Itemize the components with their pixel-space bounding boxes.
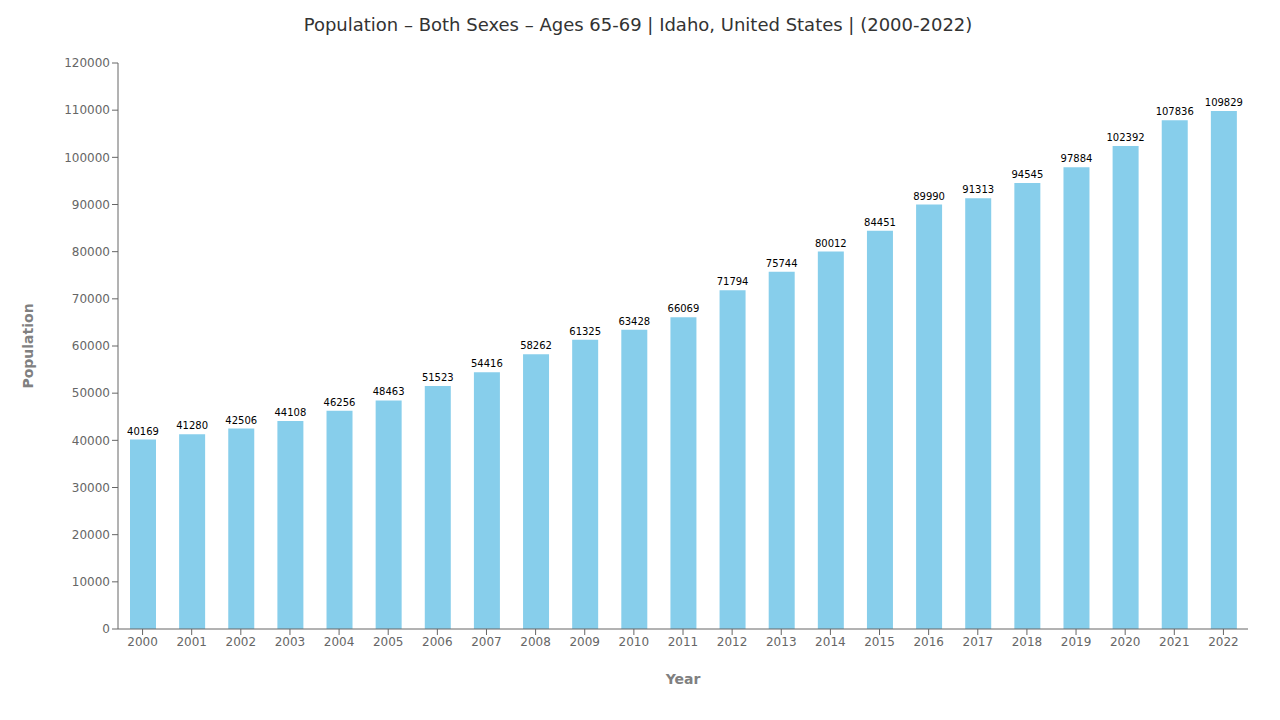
svg-text:2018: 2018: [1012, 635, 1043, 649]
svg-text:91313: 91313: [962, 184, 994, 195]
html-text:Population – Both Sexes – Ages: Population – Both Sexes – Ages 65-69 | I…: [303, 14, 973, 35]
svg-text:110000: 110000: [64, 103, 110, 117]
svg-text:63428: 63428: [618, 316, 650, 327]
svg-text:60000: 60000: [72, 339, 110, 353]
svg-text:120000: 120000: [64, 56, 110, 70]
svg-text:2010: 2010: [619, 635, 650, 649]
svg-text:51523: 51523: [422, 372, 454, 383]
svg-text:2003: 2003: [275, 635, 306, 649]
svg-text:41280: 41280: [176, 420, 208, 431]
svg-text:30000: 30000: [72, 481, 110, 495]
svg-text:75744: 75744: [766, 258, 798, 269]
svg-text:2004: 2004: [324, 635, 355, 649]
svg-text:2019: 2019: [1061, 635, 1092, 649]
svg-text:0: 0: [102, 622, 110, 636]
svg-text:80012: 80012: [815, 238, 847, 249]
svg-text:44108: 44108: [274, 407, 306, 418]
svg-text:2022: 2022: [1208, 635, 1239, 649]
svg-text:2000: 2000: [127, 635, 158, 649]
svg-text:70000: 70000: [72, 292, 110, 306]
svg-text:2011: 2011: [668, 635, 699, 649]
svg-text:2008: 2008: [520, 635, 551, 649]
svg-text:2015: 2015: [864, 635, 895, 649]
svg-text:58262: 58262: [520, 340, 552, 351]
svg-text:66069: 66069: [668, 303, 700, 314]
svg-text:2013: 2013: [766, 635, 797, 649]
svg-text:89990: 89990: [913, 191, 945, 202]
svg-text:42506: 42506: [225, 415, 257, 426]
svg-text:102392: 102392: [1107, 132, 1145, 143]
svg-text:90000: 90000: [72, 198, 110, 212]
svg-text:2017: 2017: [963, 635, 994, 649]
svg-text:84451: 84451: [864, 217, 896, 228]
svg-text:2005: 2005: [373, 635, 404, 649]
svg-text:2012: 2012: [717, 635, 748, 649]
svg-text:109829: 109829: [1205, 97, 1243, 108]
svg-text:Year: Year: [665, 671, 701, 687]
svg-text:46256: 46256: [324, 397, 356, 408]
svg-text:48463: 48463: [373, 386, 405, 397]
svg-text:50000: 50000: [72, 386, 110, 400]
svg-text:100000: 100000: [64, 151, 110, 165]
svg-text:97884: 97884: [1061, 153, 1093, 164]
svg-text:54416: 54416: [471, 358, 503, 369]
svg-text:2016: 2016: [913, 635, 944, 649]
svg-text:94545: 94545: [1011, 169, 1043, 180]
svg-text:40169: 40169: [127, 426, 159, 437]
svg-text:2020: 2020: [1110, 635, 1141, 649]
svg-text:80000: 80000: [72, 245, 110, 259]
svg-text:2021: 2021: [1159, 635, 1190, 649]
svg-text:2001: 2001: [176, 635, 207, 649]
svg-text:2014: 2014: [815, 635, 846, 649]
svg-text:2002: 2002: [226, 635, 257, 649]
svg-text:2006: 2006: [422, 635, 453, 649]
svg-text:107836: 107836: [1156, 106, 1194, 117]
svg-text:20000: 20000: [72, 528, 110, 542]
svg-text:10000: 10000: [72, 575, 110, 589]
svg-text:61325: 61325: [569, 326, 601, 337]
svg-text:2009: 2009: [569, 635, 600, 649]
svg-text:Population: Population: [20, 303, 36, 388]
svg-text:40000: 40000: [72, 434, 110, 448]
svg-text:71794: 71794: [717, 276, 749, 287]
svg-text:2007: 2007: [471, 635, 502, 649]
